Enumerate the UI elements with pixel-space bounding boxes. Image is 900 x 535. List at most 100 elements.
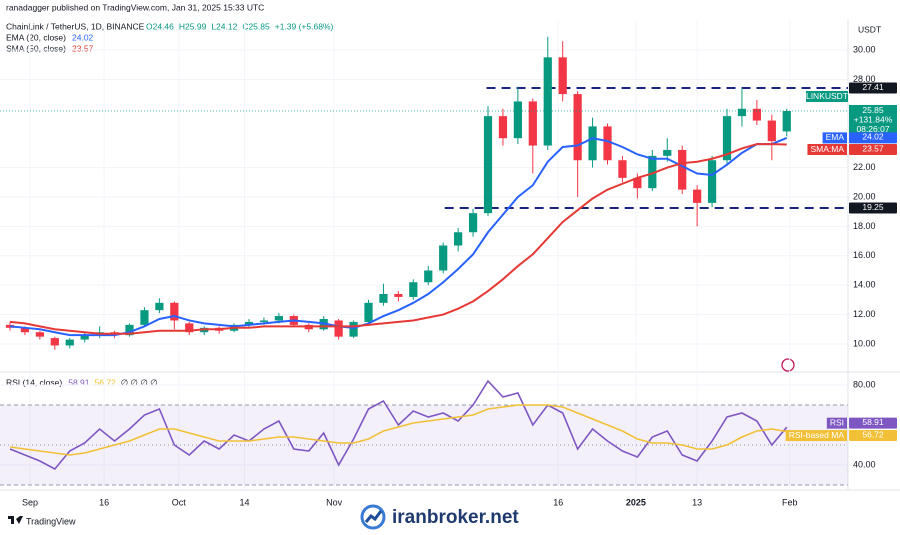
legend-name: SMA (50, close)	[6, 43, 66, 53]
x-tick-label: 2025	[626, 497, 646, 507]
legend-name: RSI (14, close)	[6, 377, 62, 387]
price-tag-text: 25.85	[862, 105, 884, 115]
candle-body	[20, 327, 30, 333]
series-tag-box	[822, 132, 847, 144]
y-tick-label: 40.00	[853, 459, 876, 469]
price-tag-text: +131.84%	[854, 115, 893, 125]
candle-body	[543, 57, 552, 146]
symbol-tag	[806, 90, 848, 102]
indicator-line	[9, 379, 788, 471]
candle-body	[394, 294, 403, 297]
x-tick-label: 13	[692, 497, 702, 507]
y-tick-label: 10.00	[853, 338, 876, 348]
candle-body	[65, 339, 74, 346]
candle-body	[364, 302, 373, 322]
series-tag-box	[807, 144, 847, 156]
candle-body	[349, 321, 358, 337]
watermark: iranbroker.net	[360, 504, 519, 530]
watermark-logo	[360, 504, 386, 530]
y-tick-label: 12.00	[853, 309, 876, 319]
series-tag-box	[785, 430, 847, 442]
y-tick-label: 16.00	[853, 250, 876, 260]
symbol-tag-text: LINKUSDT	[806, 91, 848, 101]
x-tick-label: 16	[99, 497, 109, 507]
x-tick-label: Oct	[172, 497, 187, 507]
currency: USDT	[858, 24, 881, 34]
publisher: ranadagger published on TradingView.com,…	[6, 2, 264, 12]
candle-body	[424, 270, 433, 283]
series-tag-name: RSI	[830, 417, 844, 427]
price-tag-text: 27.41	[862, 82, 884, 92]
brand: TradingView	[8, 516, 76, 526]
candle-body	[379, 294, 388, 303]
x-tick-label: Nov	[326, 497, 343, 507]
price-tag	[849, 430, 897, 442]
candle-body	[558, 57, 567, 95]
series-tag-name: SMA:MA	[810, 144, 844, 154]
candle-body	[663, 149, 672, 156]
candle-body	[334, 320, 343, 337]
candle-body	[155, 302, 164, 311]
candle-body	[483, 116, 493, 214]
candle-body	[185, 323, 194, 333]
legend-value: 56.72	[95, 377, 117, 387]
price-tag	[849, 82, 897, 94]
indicator-line	[9, 143, 787, 335]
y-tick-label: 30.00	[853, 44, 876, 54]
price-tag-text: 23.57	[862, 143, 884, 153]
alert-icon	[781, 358, 795, 372]
price-tag	[849, 132, 897, 144]
candle-body	[603, 126, 612, 161]
candle-body	[125, 324, 134, 336]
candle-body	[170, 302, 179, 321]
ohlc-value: H25.99	[179, 21, 207, 31]
x-tick-label: Feb	[782, 497, 798, 507]
y-tick-label: 18.00	[853, 221, 876, 231]
candle-body	[618, 160, 627, 178]
candle-body	[409, 282, 418, 297]
legend-name: EMA (20, close)	[6, 32, 66, 42]
price-tag	[849, 202, 897, 214]
price-tag-text: 56.72	[862, 429, 884, 439]
candle-body	[140, 310, 149, 325]
candle-body	[35, 332, 44, 337]
candle-body	[693, 189, 702, 203]
candle-body	[737, 108, 747, 117]
y-tick-label: 80.00	[853, 379, 876, 389]
legend-value: 58.91	[68, 377, 90, 387]
ohlc-value: O24.46	[146, 21, 174, 31]
ohlc-value: L24.12	[211, 21, 237, 31]
candle-body	[454, 232, 463, 246]
watermark-arrow	[364, 510, 383, 523]
candle-body	[707, 160, 717, 203]
price-tag	[849, 417, 897, 429]
indicator-line	[9, 404, 787, 456]
candle-body	[513, 101, 522, 139]
candle-body	[528, 101, 537, 146]
legend-empty: ∅ ∅ ∅ ∅	[121, 377, 158, 387]
symbol-title: ChainLink / TetherUS, 1D, BINANCE	[6, 21, 145, 31]
price-tag-text: 08:26:07	[856, 124, 889, 134]
series-tag-name: RSI-based MA	[789, 430, 845, 440]
brand-name: TradingView	[26, 516, 76, 526]
watermark-text: iranbroker.net	[392, 507, 519, 528]
candle-body	[752, 108, 761, 121]
ohlc-value: +1.39 (+5.68%)	[275, 21, 334, 31]
candle-body	[782, 110, 791, 132]
y-tick-label: 22.00	[853, 162, 876, 172]
price-tag-text: 24.02	[862, 132, 884, 142]
candle-body	[767, 120, 776, 142]
series-tag-name: EMA	[826, 132, 845, 142]
candle-body	[259, 320, 269, 322]
candle-body	[573, 94, 582, 161]
candle-body	[274, 316, 283, 321]
y-tick-label: 28.00	[853, 74, 876, 84]
x-tick-label: Sep	[22, 497, 38, 507]
ohlc-value: C25.85	[242, 21, 270, 31]
candle-body	[648, 155, 657, 189]
series-tag-box	[826, 417, 847, 429]
x-tick-label: 16	[553, 497, 563, 507]
candle-body	[722, 116, 732, 161]
